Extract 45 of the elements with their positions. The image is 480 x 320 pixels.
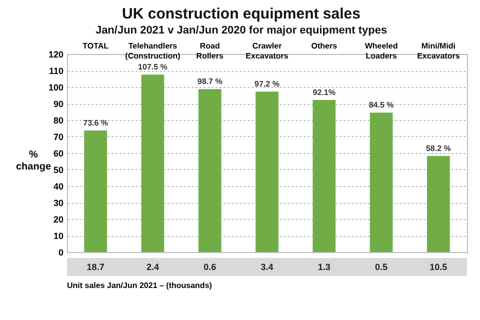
text: 1.3 [318, 262, 330, 272]
text: 0.5 [375, 262, 388, 272]
y-tick-label: 70 [53, 132, 64, 142]
x-tick-label: Telehandlers (Construction) [125, 42, 181, 60]
y-tick-label: 50 [53, 165, 64, 175]
data-label: 92.1% [312, 88, 336, 98]
data-label: 58.2 % [426, 144, 451, 153]
x-tick-label: TOTAL [82, 42, 109, 50]
bar [312, 100, 336, 252]
data-label: 84.5 % [368, 100, 394, 110]
x-tick-label: Crawler Excavators [246, 42, 289, 60]
y-tick-label: 120 [48, 50, 64, 60]
bar [141, 74, 164, 252]
bar [370, 112, 393, 252]
data-label: 107.5 % [138, 62, 168, 72]
text: 0.6 [204, 262, 216, 272]
y-tick-label: 40 [53, 182, 64, 192]
bar [198, 89, 222, 252]
y-tick-label: 10 [53, 231, 64, 241]
x-tick-label: Wheeled Loaders [364, 42, 398, 60]
chart-subtitle: Jan/Jun 2021 v Jan/Jun 2020 for major equipment types [95, 24, 388, 36]
bar [256, 92, 278, 252]
y-tick-label: 110 [48, 66, 64, 76]
y-tick-label: 100 [48, 82, 64, 92]
y-tick-label: 80 [53, 116, 64, 126]
data-label: 97.2 % [254, 80, 280, 89]
text: 2.4 [146, 262, 159, 272]
x-tick-label: Mini/Midi Excavators [417, 42, 460, 60]
bar [427, 156, 450, 252]
y-tick-label: 0 [58, 248, 64, 258]
x-tick-label: Others [311, 42, 338, 50]
chart-title: UK construction equipment sales [122, 6, 360, 22]
text: Unit sales Jan/Jun 2021 – (thousands) [67, 281, 212, 290]
x-tick-label: Road Rollers [196, 42, 224, 60]
y-tick-label: 30 [53, 198, 64, 208]
bar [84, 130, 107, 252]
y-tick-label: 90 [53, 99, 64, 109]
data-label: 98.7 % [197, 77, 222, 86]
text: 10.5 [430, 262, 448, 272]
text: 3.4 [260, 262, 274, 272]
y-axis-title: % change [16, 150, 52, 172]
y-tick-label: 20 [53, 214, 64, 224]
data-label: 73.6 % [83, 118, 108, 128]
y-tick-label: 60 [53, 148, 64, 158]
text: 18.7 [86, 262, 104, 272]
